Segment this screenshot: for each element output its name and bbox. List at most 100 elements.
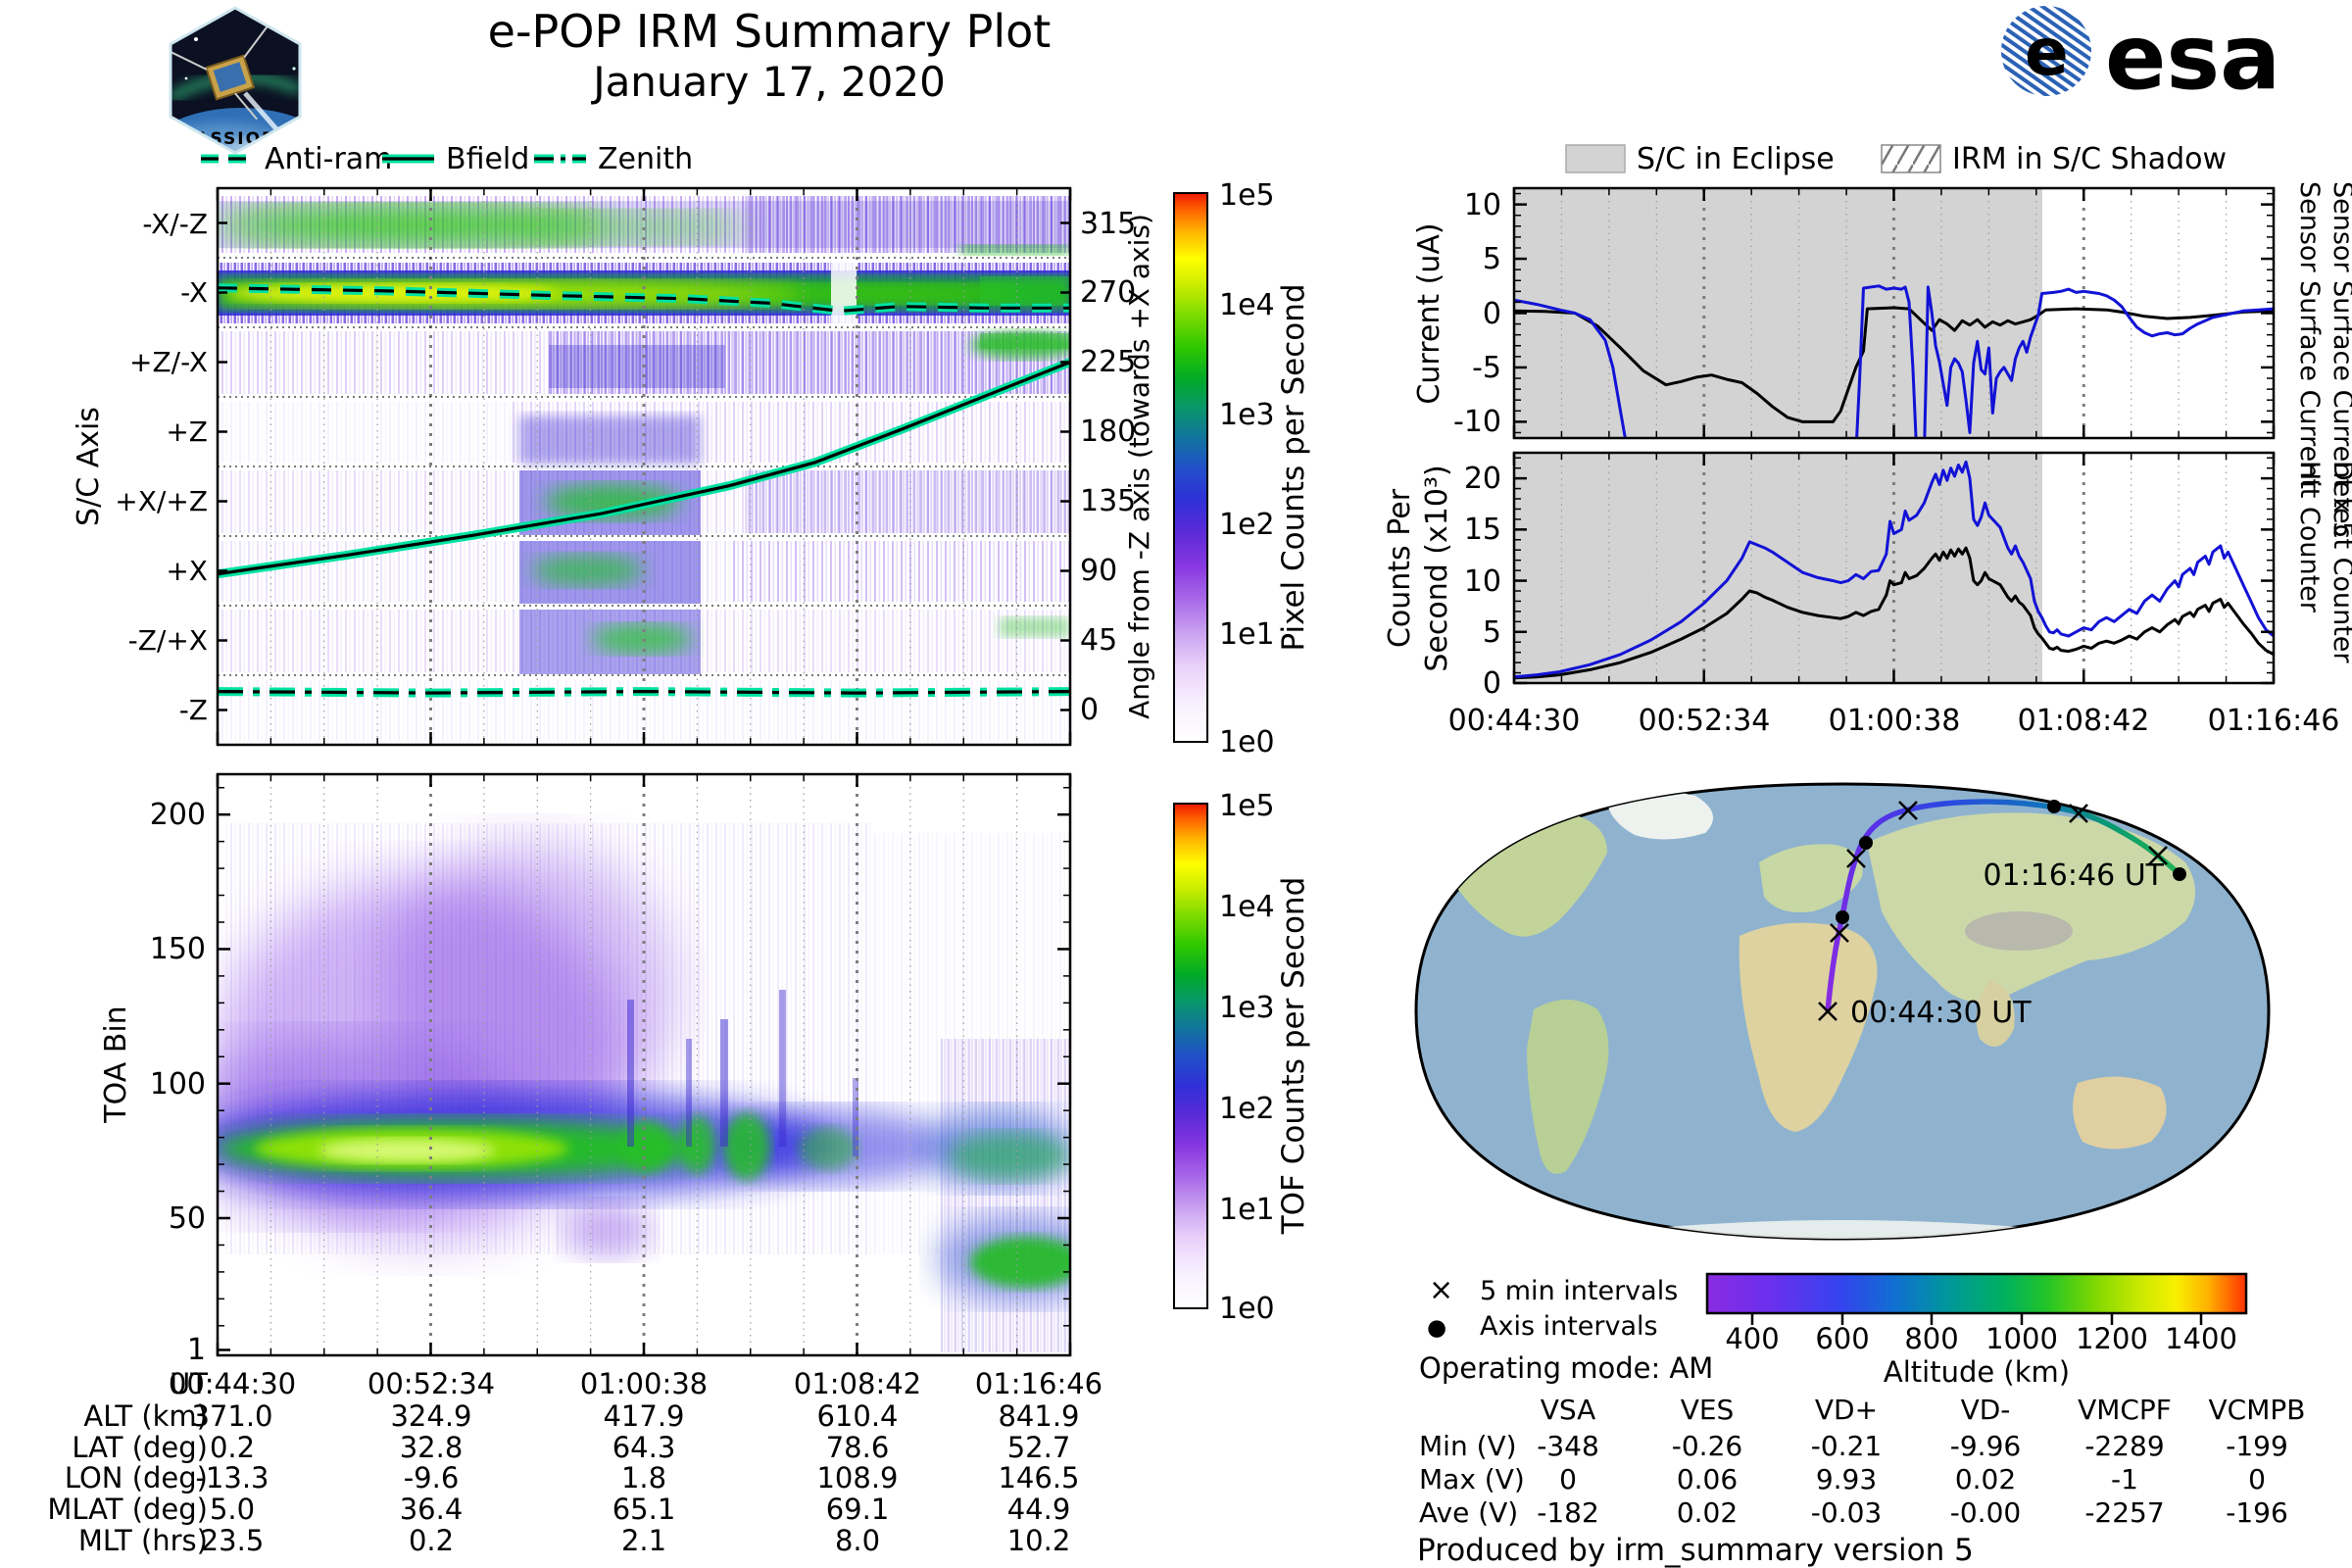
- continent-africa: [1739, 922, 1878, 1132]
- sector-separator-lines: [218, 257, 1070, 676]
- voltage-cell: 0.06: [1677, 1463, 1738, 1495]
- current-right-label-blue: Sensor Surface Current x 5: [2328, 181, 2352, 538]
- angle-tick: 0: [1080, 693, 1099, 727]
- ephemeris-cell: 0.2: [409, 1524, 454, 1557]
- toa-spectrogram-gridlines: [270, 774, 1018, 1355]
- sector-label: -Z/+X: [128, 624, 208, 657]
- counts-right-label-black: Hit Counter: [2294, 461, 2325, 613]
- ephemeris-cell: 371.0: [191, 1399, 272, 1433]
- voltage-cell: -196: [2226, 1496, 2288, 1529]
- ephemeris-row-label: MLAT (deg): [47, 1493, 208, 1526]
- altitude-tick: 600: [1815, 1322, 1869, 1355]
- ephemeris-cell: 01:16:46: [975, 1367, 1102, 1400]
- ephemeris-cell: 1.8: [621, 1461, 666, 1494]
- ephemeris-cell: 00:44:30: [169, 1367, 296, 1400]
- tof-colorbar-tick: 1e2: [1219, 1092, 1275, 1126]
- axis-spectrogram-content: [218, 188, 1070, 745]
- continent-australia: [2073, 1076, 2167, 1150]
- ephemeris-table: UT 00:44:30 00:52:34 01:00:38 01:08:42 0…: [47, 1367, 1102, 1557]
- ephemeris-cell: 5.0: [210, 1493, 255, 1526]
- ephemeris-cell: 2.1: [621, 1524, 666, 1557]
- esa-wordmark: esa: [2105, 5, 2280, 110]
- ephemeris-cell: 65.1: [612, 1493, 676, 1526]
- voltage-cell: -0.03: [1811, 1496, 1882, 1529]
- angle-tick: 135: [1080, 484, 1136, 518]
- pixel-colorbar-tick: 1e0: [1219, 725, 1275, 760]
- ephemeris-row-label: MLT (hrs): [78, 1524, 208, 1557]
- bfield-legend-label: Bfield: [446, 142, 529, 176]
- axis-tick-marks: [216, 188, 2276, 1355]
- sensor-surface-current-x-5-line: [1514, 284, 2274, 438]
- continent-greenland: [1606, 790, 1713, 840]
- angle-tick: 90: [1080, 554, 1117, 588]
- voltage-cell: -1: [2111, 1463, 2138, 1495]
- continent-south-america: [1527, 1000, 1609, 1174]
- voltage-cell: 0: [1559, 1463, 1577, 1495]
- page-subtitle: January 17, 2020: [590, 58, 946, 106]
- counts-panel: Counts Per Second (x10³) 20 15 10 5 0 Hi…: [1383, 451, 2352, 738]
- ephemeris-row-label: LAT (deg): [72, 1431, 208, 1464]
- ephemeris-cell: 0.2: [210, 1431, 255, 1464]
- voltage-row-label: Max (V): [1419, 1463, 1525, 1495]
- continent-antarctica: [1666, 1220, 2019, 1239]
- voltage-cell: 0.02: [1955, 1463, 2016, 1495]
- shadow-legend-label: IRM in S/C Shadow: [1952, 142, 2227, 176]
- altitude-bar-label: Altitude (km): [1884, 1355, 2070, 1389]
- ephemeris-cell: 64.3: [612, 1431, 676, 1464]
- esa-globe-letter: e: [2025, 15, 2069, 90]
- map-continents: [1441, 790, 2195, 1239]
- dot-marker-label: Axis intervals: [1480, 1311, 1658, 1342]
- ephemeris-cell: 610.4: [816, 1399, 898, 1433]
- current-ytick: 5: [1483, 242, 1501, 276]
- axis-spectrogram: S/C Axis -X/-Z -X +Z/-X +Z +X/+Z +X -Z/+…: [72, 178, 1311, 760]
- eclipse-region: [1514, 188, 2042, 438]
- sector-label: +X: [166, 555, 208, 587]
- voltage-cell: 0.02: [1677, 1496, 1738, 1529]
- pixel-colorbar-tick: 1e1: [1219, 617, 1275, 652]
- x-marker-label: 5 min intervals: [1480, 1276, 1678, 1306]
- current-ylabel: Current (uA): [1412, 222, 1446, 404]
- voltage-table: VSA VES VD+ VD- VMCPF VCMPB Min (V) -348…: [1419, 1394, 2305, 1529]
- patch-border: [169, 6, 302, 155]
- altitude-tick: 1000: [1985, 1322, 2058, 1355]
- toa-spectrogram: TOA Bin 200 150 100 50 1 1e5 1e4 1e3 1e2…: [99, 772, 1311, 1367]
- ephemeris-cell: 23.5: [201, 1524, 265, 1557]
- current-right-label-black: Sensor Surface Current: [2294, 181, 2325, 489]
- eclipse-legend-label: S/C in Eclipse: [1637, 142, 1835, 176]
- esa-logo: e esa: [2001, 5, 2280, 110]
- angle-tick: 225: [1080, 345, 1136, 379]
- tof-colorbar-tick: 1e0: [1219, 1292, 1275, 1326]
- pixel-colorbar-label: Pixel Counts per Second: [1276, 283, 1311, 651]
- esa-globe-icon: [2001, 6, 2091, 96]
- altitude-tick: 800: [1904, 1322, 1958, 1355]
- voltage-column: VMCPF: [2078, 1394, 2172, 1426]
- voltage-cell: -2257: [2084, 1496, 2164, 1529]
- himalaya-range: [1965, 911, 2073, 951]
- track-end-annotation: 01:16:46 UT: [1983, 858, 2164, 893]
- dot-marker-symbol: ●: [1427, 1315, 1446, 1341]
- current-panel: Current (uA) 10 5 0 -5 -10 Sensor Surfac…: [1412, 181, 2352, 538]
- altitude-tick-marks: [1750, 1313, 2203, 1325]
- voltage-column: VCMPB: [2209, 1394, 2306, 1426]
- voltage-cell: 0: [2248, 1463, 2266, 1495]
- ephemeris-cell: 00:52:34: [368, 1367, 495, 1400]
- hit-counter-line: [1514, 546, 2274, 680]
- ephemeris-row-label: LON (deg): [65, 1461, 208, 1494]
- altitude-tick: 1200: [2076, 1322, 2148, 1355]
- tof-colorbar-tick: 1e4: [1219, 890, 1275, 924]
- time-tick: 01:16:46: [2208, 704, 2340, 738]
- time-axis: 00:44:30 00:52:34 01:00:38 01:08:42 01:1…: [1448, 704, 2340, 738]
- shadow-legend: S/C in Eclipse IRM in S/C Shadow: [1565, 142, 2227, 176]
- angle-tick: 45: [1080, 623, 1117, 658]
- altitude-tick: 1400: [2165, 1322, 2237, 1355]
- counts-ytick: 0: [1483, 666, 1501, 701]
- voltage-row-label: Min (V): [1419, 1430, 1517, 1462]
- angle-axis-label: Angle from -Z axis (towards +X axis): [1123, 214, 1155, 719]
- current-ytick: -10: [1453, 405, 1501, 439]
- ephemeris-cell: 32.8: [400, 1431, 464, 1464]
- voltage-cell: -199: [2226, 1430, 2288, 1462]
- tof-colorbar-label: TOF Counts per Second: [1276, 877, 1311, 1236]
- page-title: e-POP IRM Summary Plot: [488, 5, 1052, 58]
- ephemeris-cell: 44.9: [1007, 1493, 1071, 1526]
